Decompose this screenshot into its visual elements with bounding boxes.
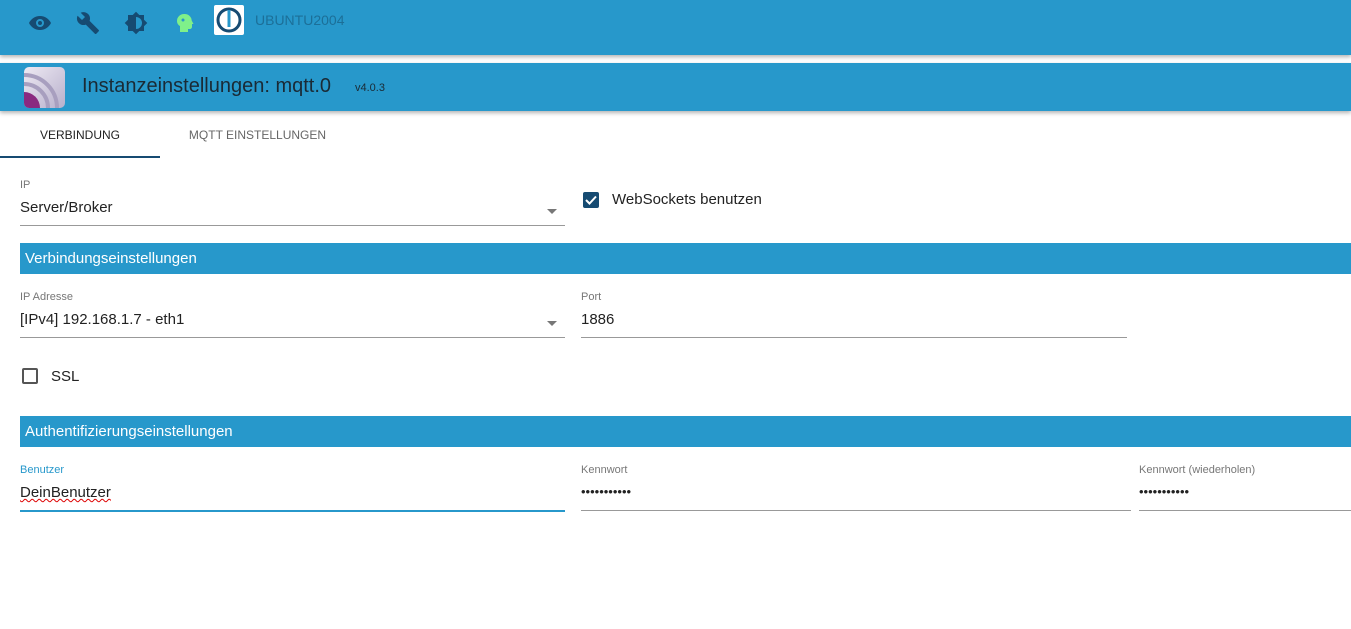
head-icon[interactable] [170, 10, 196, 36]
ssl-checkbox[interactable] [22, 368, 38, 384]
field-label: Kennwort [581, 464, 628, 476]
tab-verbindung[interactable]: VERBINDUNG [0, 128, 160, 142]
host-name: UBUNTU2004 [255, 12, 345, 28]
version-label: v4.0.3 [355, 82, 385, 94]
chevron-down-icon [547, 209, 557, 214]
active-tab-indicator [0, 156, 160, 158]
chevron-down-icon [547, 321, 557, 326]
field-label: IP [20, 179, 31, 191]
field-value: DeinBenutzer [20, 484, 111, 501]
instance-header: Instanzeinstellungen: mqtt.0 v4.0.3 [0, 63, 1351, 111]
websockets-label: WebSockets benutzen [612, 191, 762, 208]
tab-label: MQTT EINSTELLUNGEN [188, 128, 327, 142]
field-value: ••••••••••• [581, 484, 632, 499]
field-label: IP Adresse [20, 291, 73, 303]
eye-icon[interactable] [27, 10, 53, 36]
field-label: Kennwort (wiederholen) [1139, 464, 1256, 476]
tab-label: VERBINDUNG [39, 128, 120, 142]
field-value: 1886 [581, 311, 615, 328]
brightness-icon[interactable] [123, 10, 149, 36]
field-value: Server/Broker [20, 199, 113, 216]
section-header: Verbindungseinstellungen [20, 243, 1351, 274]
wrench-icon[interactable] [75, 10, 101, 36]
password-repeat-input[interactable]: Kennwort (wiederholen) ••••••••••• [1139, 464, 1351, 511]
top-toolbar: UBUNTU2004 [0, 0, 1351, 55]
mqtt-adapter-icon [24, 67, 65, 108]
page-title: Instanzeinstellungen: mqtt.0 [82, 75, 332, 97]
section-header: Authentifizierungseinstellungen [20, 416, 1351, 447]
field-label: Benutzer [20, 464, 65, 476]
ssl-label: SSL [51, 368, 80, 385]
websockets-checkbox[interactable] [583, 192, 599, 208]
field-value: ••••••••••• [1139, 484, 1190, 499]
user-input[interactable]: Benutzer DeinBenutzer [20, 464, 565, 512]
field-label: Port [581, 291, 602, 303]
field-value: [IPv4] 192.168.1.7 - eth1 [20, 311, 185, 328]
ip-select[interactable]: IP Server/Broker [20, 179, 565, 226]
password-input[interactable]: Kennwort ••••••••••• [581, 464, 1131, 511]
iobroker-logo[interactable] [214, 5, 244, 35]
ip-address-select[interactable]: IP Adresse [IPv4] 192.168.1.7 - eth1 [20, 291, 565, 338]
port-input[interactable]: Port 1886 [581, 291, 1127, 338]
tab-mqtt-einstellungen[interactable]: MQTT EINSTELLUNGEN [160, 128, 355, 142]
